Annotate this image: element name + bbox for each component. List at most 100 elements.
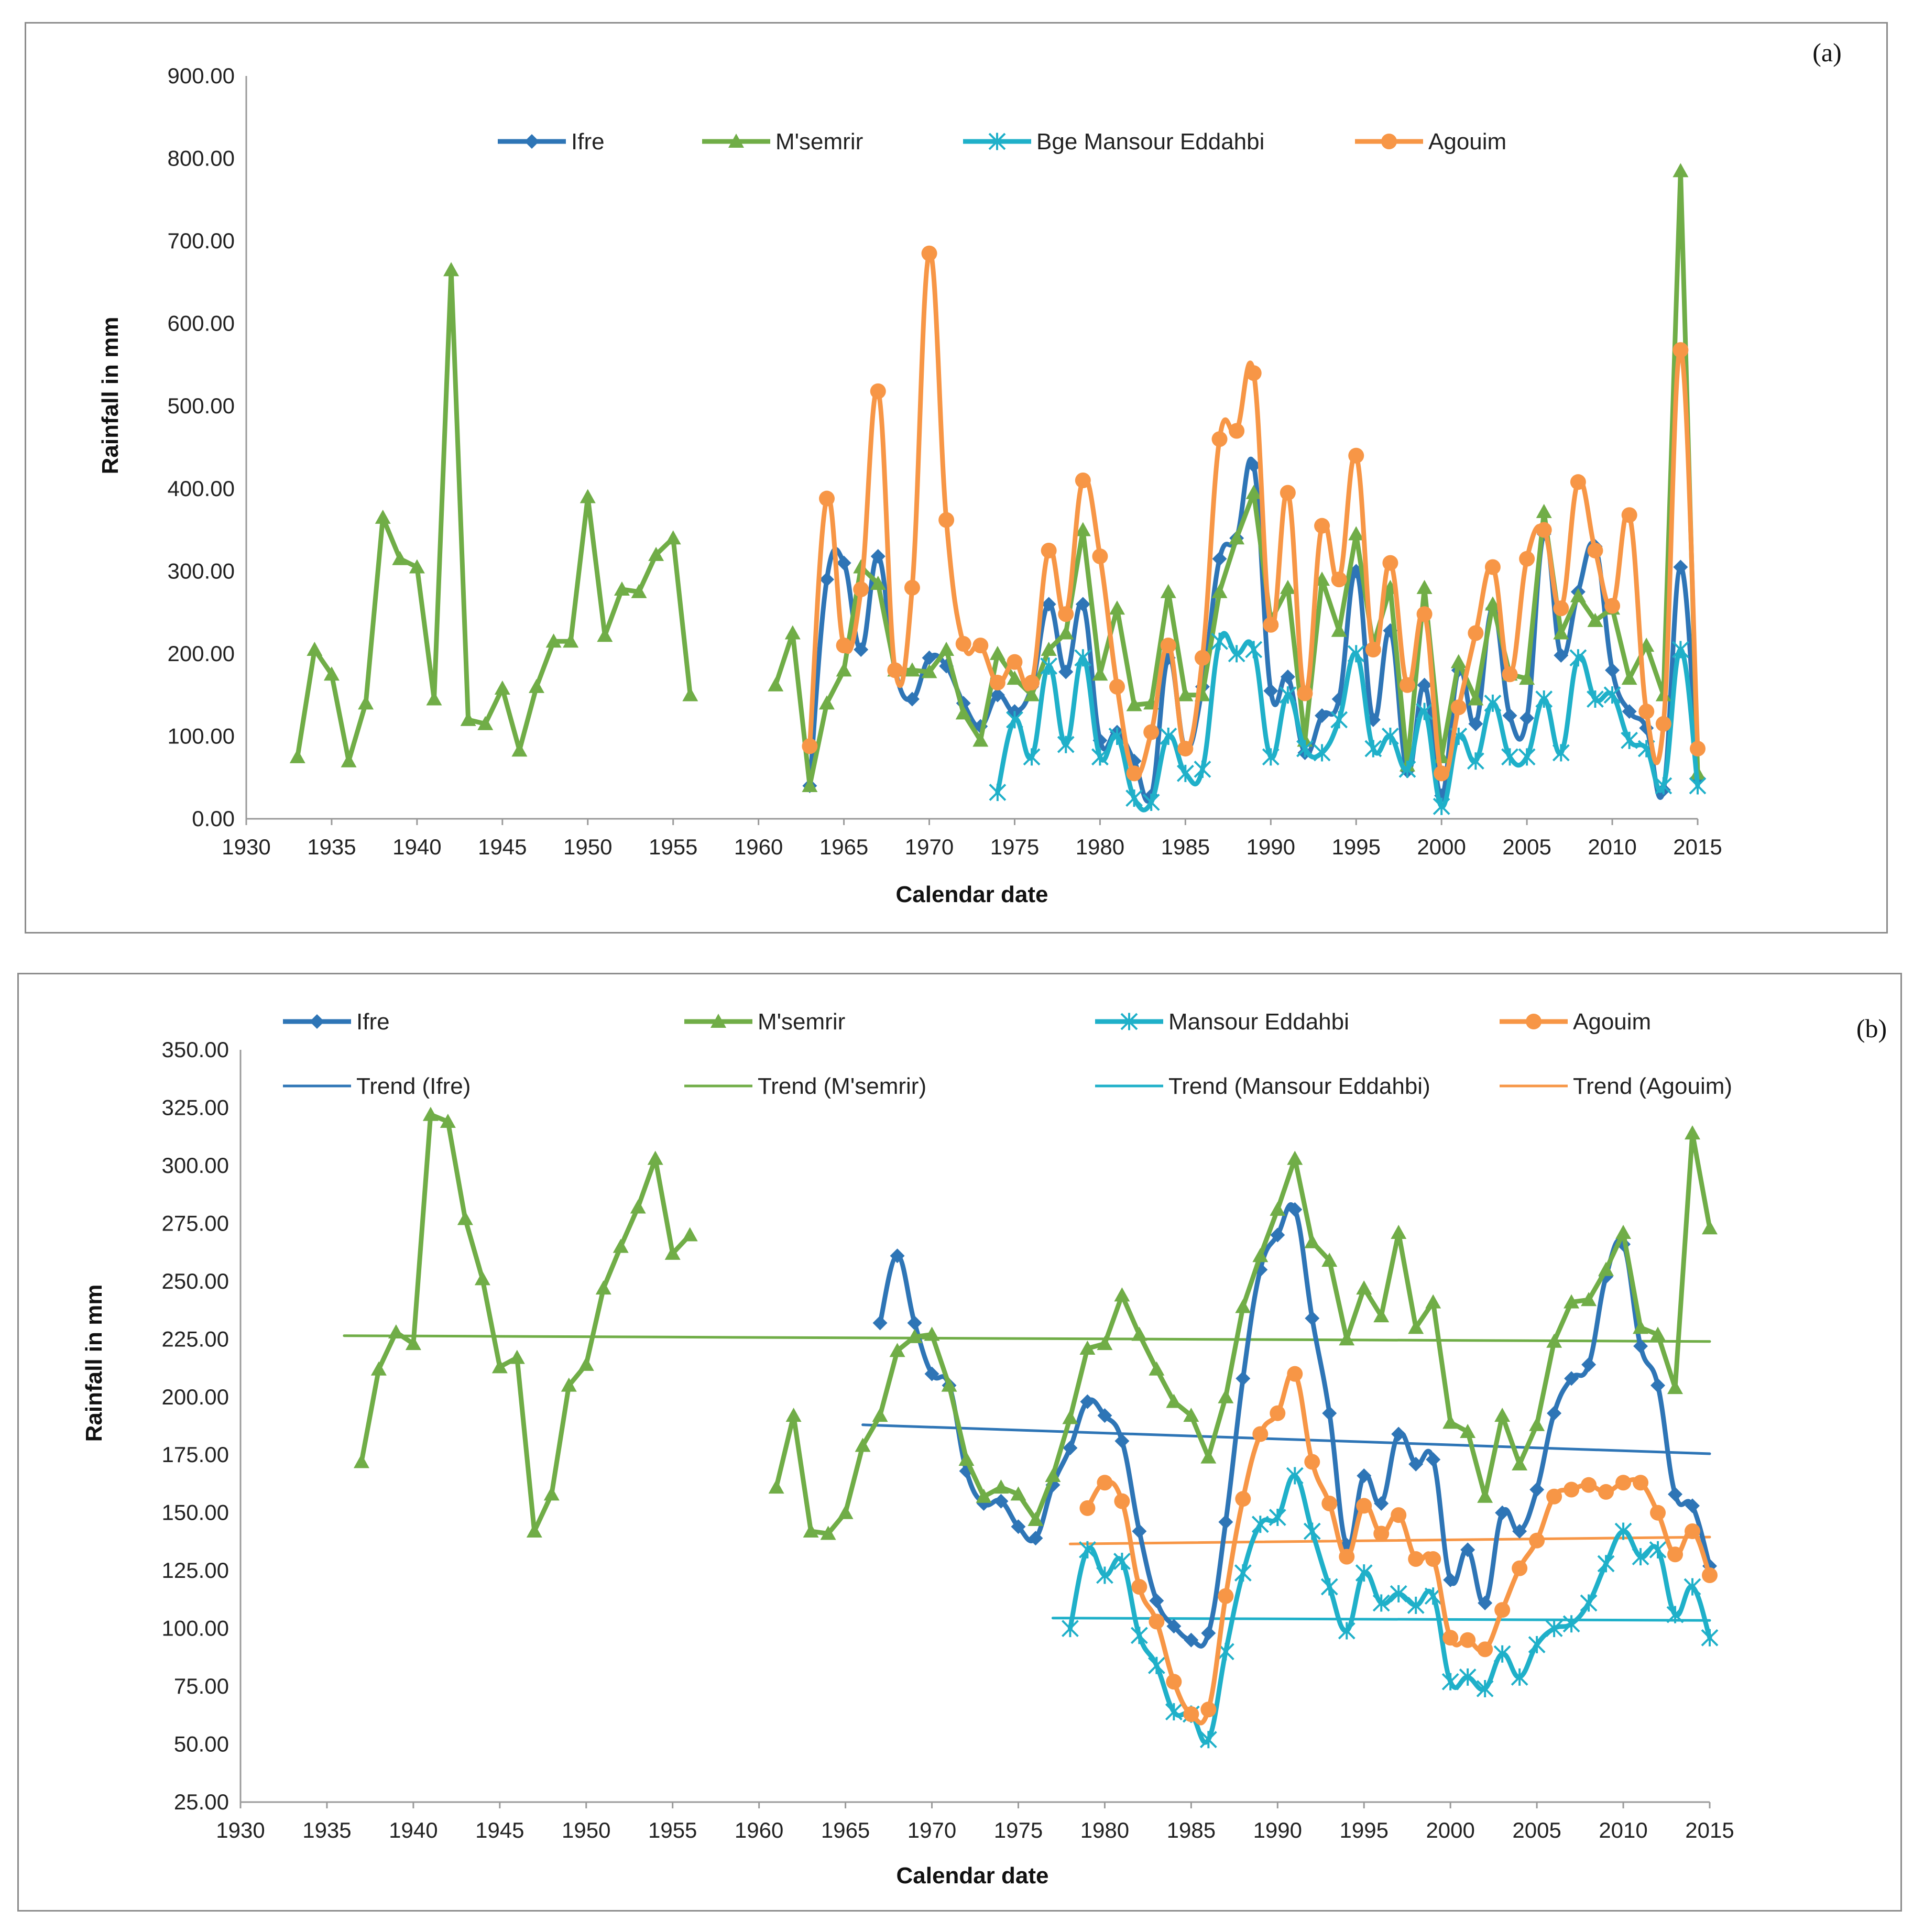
x-tick-label: 1950 bbox=[562, 1818, 610, 1842]
agouim-marker bbox=[1075, 473, 1091, 489]
agouim-marker bbox=[1007, 654, 1023, 670]
m-semrir-marker bbox=[370, 1361, 387, 1376]
ifre-marker bbox=[854, 642, 869, 657]
agouim-marker bbox=[1252, 1426, 1269, 1442]
y-tick-label: 150.00 bbox=[162, 1500, 229, 1525]
m-semrir-marker bbox=[1235, 1299, 1251, 1313]
m-semrir-marker bbox=[682, 1227, 698, 1242]
m-semrir-marker bbox=[924, 1326, 940, 1341]
mansour-eddahbi-marker bbox=[1476, 1680, 1494, 1697]
agouim-marker bbox=[1263, 617, 1279, 633]
m-semrir-marker bbox=[614, 581, 630, 596]
agouim-marker bbox=[1194, 650, 1210, 666]
m-semrir-marker bbox=[422, 1106, 439, 1121]
m-semrir-marker bbox=[648, 546, 664, 561]
x-tick-label: 1940 bbox=[392, 835, 441, 859]
agouim-marker bbox=[1041, 542, 1057, 558]
m-semrir-marker bbox=[358, 695, 374, 710]
ifre-marker bbox=[1305, 1311, 1320, 1326]
x-tick-label: 1985 bbox=[1161, 835, 1210, 859]
bge-mansour-eddahbi-marker bbox=[1518, 748, 1536, 766]
agouim-marker bbox=[1160, 638, 1176, 654]
x-tick-label: 1965 bbox=[821, 1818, 870, 1842]
m-semrir-marker bbox=[768, 1479, 784, 1494]
series-trend-ifre bbox=[861, 1423, 1711, 1455]
m-semrir-marker bbox=[803, 1523, 819, 1538]
mansour-eddahbi-line bbox=[1067, 1473, 1712, 1745]
ifre-marker bbox=[1246, 458, 1261, 473]
m-semrir-marker bbox=[1045, 1467, 1061, 1482]
mansour-eddahbi-marker bbox=[1269, 1509, 1286, 1527]
agouim-marker bbox=[887, 662, 903, 678]
legend-item-trend-m-semrir: Trend (M'semrir) bbox=[684, 1073, 926, 1099]
m-semrir-marker bbox=[855, 1437, 871, 1452]
ifre-marker bbox=[924, 1366, 939, 1381]
x-tick-label: 1985 bbox=[1167, 1818, 1216, 1842]
mansour-eddahbi-marker bbox=[1303, 1522, 1321, 1540]
agouim-marker bbox=[1425, 1551, 1441, 1567]
agouim-marker bbox=[1638, 704, 1655, 720]
ifre-marker bbox=[1287, 1202, 1303, 1217]
mansour-eddahbi-marker bbox=[1096, 1566, 1113, 1584]
agouim-marker bbox=[1149, 1613, 1165, 1630]
legend-item-bge-mansour-eddahbi: Bge Mansour Eddahbi bbox=[963, 129, 1264, 155]
bge-mansour-eddahbi-marker bbox=[1501, 748, 1518, 766]
axis-lines bbox=[239, 1050, 1710, 1803]
ifre-marker bbox=[1041, 597, 1056, 612]
y-tick-label: 300.00 bbox=[168, 558, 235, 583]
bge-mansour-eddahbi-marker bbox=[1689, 777, 1707, 795]
y-tick-label: 200.00 bbox=[168, 641, 235, 666]
m-semrir-marker bbox=[665, 530, 681, 545]
agouim-marker bbox=[1468, 625, 1484, 641]
m-semrir-marker bbox=[563, 633, 579, 648]
m-semrir-marker bbox=[1529, 1417, 1545, 1431]
mansour-eddahbi-marker bbox=[1234, 1564, 1252, 1582]
ifre-marker bbox=[1478, 1596, 1493, 1611]
x-tick-label: 1945 bbox=[478, 835, 527, 859]
ifre-marker bbox=[1417, 677, 1432, 693]
agouim-marker bbox=[1581, 1477, 1597, 1493]
m-semrir-marker bbox=[460, 711, 476, 726]
legend-label: M'semrir bbox=[775, 129, 863, 155]
ifre-marker bbox=[1092, 733, 1108, 748]
m-semrir-marker bbox=[836, 662, 852, 677]
m-semrir-marker bbox=[989, 645, 1005, 660]
chart-panel-a: 0.00 100.00 200.00 300.00 400.00 500.00 600.00… bbox=[25, 22, 1888, 934]
agouim-marker bbox=[1391, 1507, 1407, 1523]
m-semrir-marker bbox=[1270, 1201, 1286, 1216]
ifre-marker bbox=[819, 572, 834, 587]
bge-mansour-eddahbi-marker bbox=[1176, 764, 1194, 782]
m-semrir-marker bbox=[1024, 687, 1040, 701]
series-trend-agouim bbox=[1068, 1535, 1711, 1545]
mansour-eddahbi-marker bbox=[1459, 1668, 1477, 1686]
x-tick-label: 1960 bbox=[735, 1818, 783, 1842]
mansour-eddahbi-marker bbox=[1441, 1673, 1459, 1690]
m-semrir-marker bbox=[353, 1454, 369, 1468]
m-semrir-marker bbox=[289, 749, 305, 763]
m-semrir-marker bbox=[1183, 1408, 1199, 1422]
y-tick-label: 500.00 bbox=[168, 393, 235, 418]
legend-agouim-marker bbox=[1381, 134, 1397, 149]
legend-item-agouim: Agouim bbox=[1500, 1009, 1651, 1035]
mansour-eddahbi-marker bbox=[1199, 1731, 1217, 1749]
m-semrir-marker bbox=[1633, 1320, 1649, 1334]
mansour-eddahbi-marker bbox=[1684, 1578, 1701, 1596]
agouim-marker bbox=[1365, 642, 1381, 658]
ifre-marker bbox=[1374, 1496, 1389, 1511]
m-semrir-marker bbox=[1460, 1424, 1476, 1439]
mansour-eddahbi-marker bbox=[1649, 1541, 1667, 1558]
ifre-marker bbox=[1263, 683, 1278, 698]
x-tick-label: 1975 bbox=[994, 1818, 1043, 1842]
agouim-marker bbox=[836, 638, 852, 654]
m-semrir-marker bbox=[837, 1505, 854, 1519]
ifre-marker bbox=[1581, 1357, 1597, 1372]
m-semrir-marker bbox=[785, 1408, 802, 1422]
ifre-marker bbox=[870, 548, 886, 564]
mansour-eddahbi-marker bbox=[1493, 1645, 1511, 1663]
ifre-marker bbox=[1605, 663, 1620, 678]
ifre-marker bbox=[1673, 559, 1688, 575]
y-tick-label: 900.00 bbox=[168, 63, 235, 88]
legend-m-semrir-marker bbox=[728, 134, 744, 148]
m-semrir-marker bbox=[526, 1523, 542, 1538]
agouim-marker bbox=[1546, 1488, 1562, 1505]
